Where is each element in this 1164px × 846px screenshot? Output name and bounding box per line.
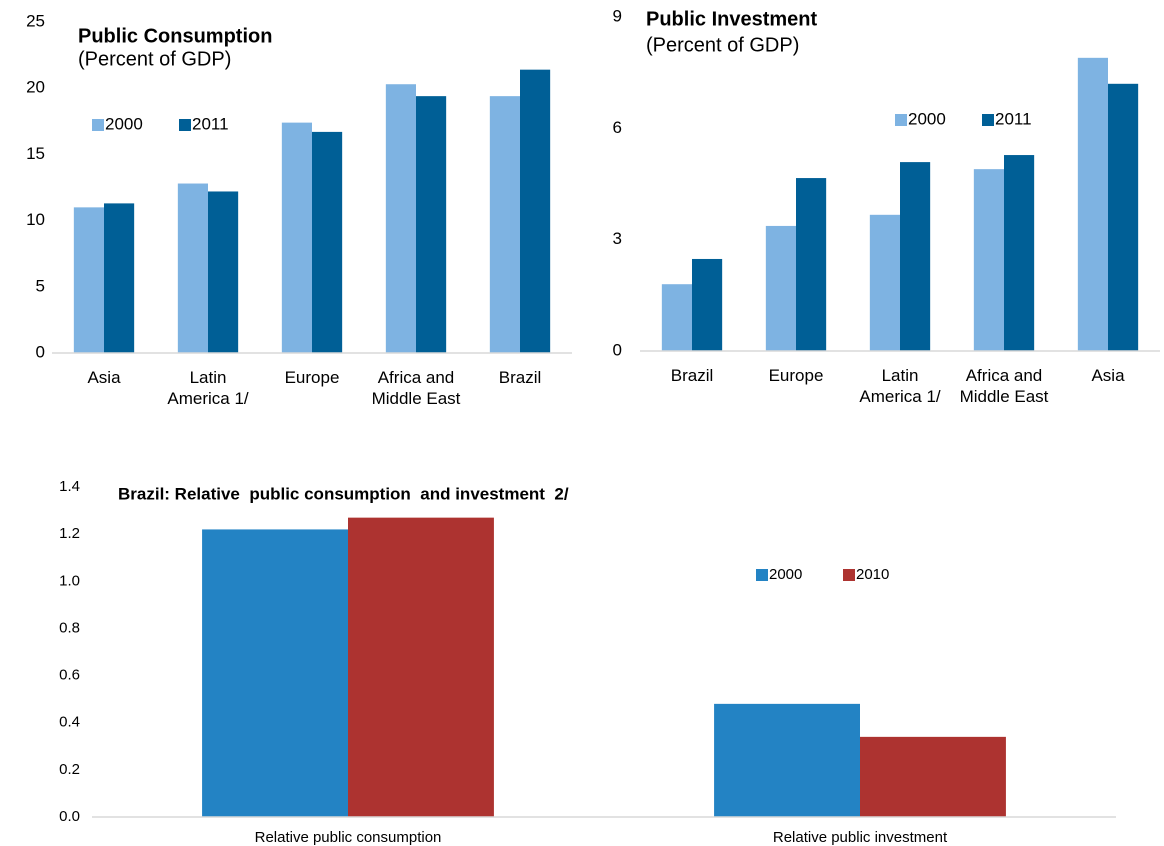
y-tick-label: 20 <box>26 78 45 97</box>
legend-label: 2000 <box>769 566 802 583</box>
legend-label: 2011 <box>192 114 229 133</box>
chart-subtitle: (Percent of GDP) <box>646 34 799 56</box>
y-tick-label: 15 <box>26 144 45 163</box>
bar <box>765 225 796 351</box>
bar <box>692 258 723 351</box>
x-tick-label: Latin America 1/ <box>859 366 941 407</box>
x-tick-label: Relative public investment <box>772 829 948 846</box>
y-tick-label: 25 <box>26 11 45 30</box>
x-tick-label: Europe <box>768 366 824 385</box>
y-tick-label: 5 <box>36 276 45 295</box>
y-tick-label: 10 <box>26 210 45 229</box>
x-tick-label: Asia <box>1091 366 1125 385</box>
y-tick-label: 0.2 <box>59 761 80 778</box>
bar <box>1004 155 1035 351</box>
bar <box>520 69 551 353</box>
x-tick-label: Relative public consumption <box>254 829 442 846</box>
legend-swatch <box>92 119 104 131</box>
legend-swatch <box>982 114 994 126</box>
bar <box>869 214 900 351</box>
chart-title: Public Consumption <box>78 25 272 47</box>
x-tick-label: Asia <box>87 368 121 387</box>
y-tick-label: 1.4 <box>59 478 80 495</box>
x-tick-label: Brazil <box>670 366 714 385</box>
x-tick-label: Africa and Middle East <box>371 368 461 409</box>
bar <box>1077 57 1108 351</box>
bar <box>281 122 312 354</box>
y-tick-label: 9 <box>613 6 622 25</box>
chart-title: Public Investment <box>646 8 817 30</box>
bar <box>348 517 494 817</box>
bar <box>900 162 931 351</box>
legend-label: 2000 <box>908 109 946 128</box>
bar <box>416 96 447 354</box>
chart-title: Brazil: Relative public consumption and … <box>118 484 569 503</box>
bar <box>714 703 860 817</box>
legend-swatch <box>843 569 855 581</box>
bar <box>1108 83 1139 352</box>
x-tick-label: Europe <box>284 368 340 387</box>
bar <box>661 284 692 351</box>
x-tick-label: Africa and Middle East <box>959 366 1049 407</box>
legend-label: 2011 <box>995 109 1032 128</box>
legend-swatch <box>756 569 768 581</box>
bar <box>860 736 1006 817</box>
y-tick-label: 0.6 <box>59 667 80 684</box>
y-tick-label: 0 <box>36 342 45 361</box>
bar <box>312 131 343 353</box>
y-tick-label: 0.4 <box>59 714 80 731</box>
legend-label: 2000 <box>105 114 143 133</box>
legend-label: 2010 <box>856 566 889 583</box>
y-tick-label: 1.0 <box>59 572 80 589</box>
bar <box>177 183 208 353</box>
legend-swatch <box>895 114 907 126</box>
y-tick-label: 0.8 <box>59 619 80 636</box>
chart-subtitle: (Percent of GDP) <box>78 48 231 70</box>
y-tick-label: 0 <box>613 340 622 359</box>
y-tick-label: 1.2 <box>59 525 80 542</box>
bar <box>796 178 827 351</box>
bar <box>489 96 520 354</box>
y-tick-label: 0.0 <box>59 808 80 825</box>
bar <box>385 84 416 353</box>
bar <box>973 169 1004 351</box>
y-tick-label: 3 <box>613 229 622 248</box>
bar <box>208 191 239 353</box>
x-tick-label: Latin America 1/ <box>167 368 249 409</box>
legend-swatch <box>179 119 191 131</box>
y-tick-label: 6 <box>613 118 622 137</box>
x-tick-label: Brazil <box>498 368 542 387</box>
bar <box>104 203 135 353</box>
bar <box>73 207 104 353</box>
bar <box>202 529 348 817</box>
